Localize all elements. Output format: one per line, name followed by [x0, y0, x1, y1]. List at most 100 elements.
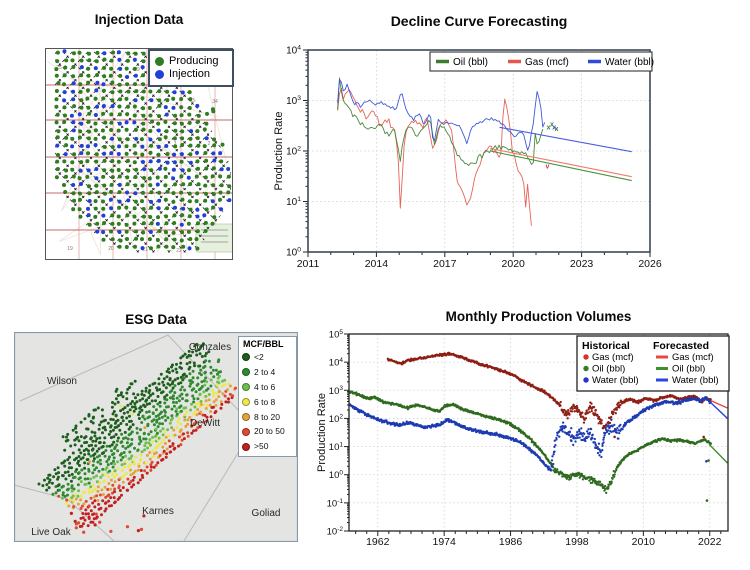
esg-legend-item: 2 to 4 [242, 365, 293, 380]
legend-dot-icon [583, 377, 589, 383]
forecast-line-oil [708, 443, 728, 464]
svg-text:3: 3 [174, 141, 177, 147]
esg-legend-title: MCF/BBL [243, 339, 284, 349]
historical-dots-water [348, 396, 713, 472]
outlier-dot [613, 435, 616, 439]
svg-text:1998: 1998 [565, 536, 589, 548]
esg-legend-item: 8 to 20 [242, 409, 293, 424]
data-marker: x [547, 124, 551, 131]
county-label: DeWitt [190, 418, 220, 429]
monthly-chart-title: Monthly Production Volumes [445, 309, 632, 324]
svg-text:21: 21 [142, 247, 148, 253]
forecast-line-oil [490, 150, 632, 182]
axis-labels: 1962 1974 1986 1998 2010 2022 105 104 103 102 101 1… [327, 329, 722, 548]
svg-text:2026: 2026 [638, 258, 662, 270]
legend-label: <2 [254, 352, 264, 363]
svg-text:105: 105 [329, 329, 344, 341]
decline-series-water [337, 79, 546, 151]
svg-text:100: 100 [286, 247, 301, 259]
county-label: Live Oak [31, 527, 71, 538]
legend-dot-icon [242, 427, 250, 436]
legend-label: 6 to 8 [254, 396, 276, 407]
legend-dot-icon [583, 354, 589, 360]
plot-border [307, 49, 651, 253]
svg-text:2022: 2022 [698, 536, 722, 548]
injection-legend-item: Injection [155, 69, 227, 80]
legend-label: Oil (bbl) [592, 364, 625, 375]
county-label: Wilson [47, 376, 77, 387]
esg-legend-item: 4 to 6 [242, 380, 293, 395]
outlier-dot [705, 499, 709, 502]
svg-text:2014: 2014 [365, 258, 389, 270]
gridlines [308, 50, 650, 252]
monthly-y-axis-label: Production Rate [316, 393, 328, 472]
esg-legend-item: 20 to 50 [242, 424, 293, 439]
svg-text:34: 34 [212, 99, 218, 105]
svg-text:100: 100 [329, 470, 344, 482]
svg-text:10-2: 10-2 [327, 526, 344, 538]
legend-label: Injection [169, 68, 210, 80]
esg-well-dots [37, 342, 237, 534]
axis-labels: 2011 2014 2017 2020 2023 2026 100 101 102 103 104 [286, 45, 662, 270]
svg-text:33: 33 [189, 98, 195, 104]
svg-text:19: 19 [67, 246, 73, 252]
legend-label: Gas (mcf) [672, 352, 714, 363]
historical-dots-gas [386, 351, 712, 432]
producing-dot-icon [155, 57, 164, 66]
svg-text:2011: 2011 [297, 258, 320, 270]
data-marker: x [555, 126, 559, 133]
svg-text:102: 102 [329, 413, 344, 425]
legend-header-forecasted: Forecasted [653, 340, 709, 352]
legend-label: Water (bbl) [592, 375, 639, 386]
county-label: Karnes [142, 506, 174, 517]
decline-chart-legend: Oil (bbl) Gas (mcf) Water (bbl) [429, 51, 654, 72]
section-numbers: 25 29 33 34 3 2 19 20 21 22 [56, 65, 218, 254]
county-label: Gonzales [189, 342, 231, 353]
legend-label: Oil (bbl) [453, 57, 488, 68]
legend-dot-icon [242, 383, 250, 392]
decline-curve-chart: 2011 2014 2017 2020 2023 2026 100 101 102 103 104 P… [273, 45, 662, 270]
historical-dots-oil [349, 390, 712, 495]
svg-text:103: 103 [329, 385, 344, 397]
svg-text:1962: 1962 [366, 536, 390, 548]
county-labels: Gonzales Wilson DeWitt Karnes Goliad Live Oak [31, 342, 280, 538]
legend-label: >50 [254, 441, 269, 452]
decline-y-axis-label: Production Rate [273, 112, 285, 191]
svg-text:2010: 2010 [632, 536, 656, 548]
svg-text:29: 29 [134, 67, 140, 73]
legend-label: Water (bbl) [605, 57, 654, 68]
esg-legend-item: <2 [242, 350, 293, 365]
svg-text:2020: 2020 [502, 258, 526, 270]
monthly-production-chart: 1962 1974 1986 1998 2010 2022 105 104 103 102 101 1… [316, 329, 730, 548]
svg-text:1974: 1974 [432, 536, 456, 548]
svg-text:2: 2 [208, 141, 211, 147]
plot-border [348, 333, 729, 532]
legend-label: 20 to 50 [254, 426, 285, 437]
legend-dot-icon [242, 368, 250, 377]
data-marker: x [552, 124, 556, 131]
legend-label: Producing [169, 55, 219, 67]
outlier-dot [705, 460, 708, 463]
injection-map-legend: Producing Injection [148, 49, 234, 87]
legend-label: 8 to 20 [254, 411, 280, 422]
forecast-line-water [499, 126, 632, 153]
decline-series-gas [337, 87, 532, 226]
svg-text:104: 104 [286, 45, 301, 57]
legend-dot-icon [242, 398, 250, 406]
map-stamp [195, 223, 233, 253]
legend-label: 2 to 4 [254, 367, 276, 378]
svg-text:102: 102 [286, 146, 301, 158]
legend-dot-icon [242, 412, 250, 421]
injection-legend-item: Producing [155, 56, 227, 67]
svg-text:25: 25 [56, 65, 62, 71]
esg-legend-item: >50 [242, 439, 293, 454]
outlier-dot [702, 435, 705, 439]
esg-map-legend: MCF/BBL <2 2 to 4 4 to 6 6 to 8 8 to 20 20 to … [238, 336, 297, 457]
decline-chart-title: Decline Curve Forecasting [390, 13, 568, 29]
svg-text:104: 104 [329, 357, 344, 369]
svg-text:10-1: 10-1 [327, 498, 344, 510]
outlier-dot [707, 459, 710, 462]
legend-label: Gas (mcf) [592, 352, 634, 363]
county-label: Goliad [252, 508, 281, 519]
